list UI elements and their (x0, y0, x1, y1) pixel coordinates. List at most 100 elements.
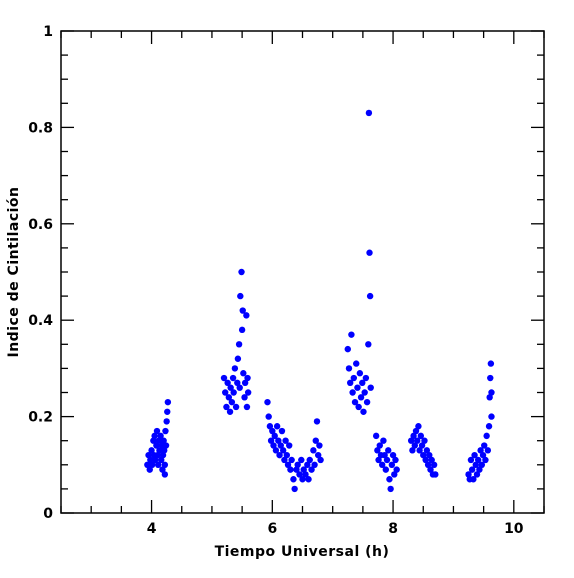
data-point (486, 394, 493, 401)
data-point (244, 389, 252, 396)
data-point (270, 442, 277, 449)
data-point (378, 461, 386, 468)
data-point (162, 427, 169, 435)
data-point (220, 374, 228, 382)
data-point (424, 461, 432, 468)
y-axis-label: Indice de Cintilación (6, 186, 22, 357)
data-point (278, 427, 286, 435)
data-point (476, 466, 483, 473)
data-point (155, 461, 162, 468)
data-point (467, 456, 475, 464)
data-point (386, 476, 393, 483)
data-point (159, 466, 166, 473)
data-point (392, 456, 399, 464)
data-point (314, 451, 322, 459)
data-point (284, 461, 292, 468)
data-point (345, 365, 353, 372)
data-point (230, 389, 237, 396)
data-point (366, 249, 373, 256)
data-point (306, 456, 313, 464)
data-point (470, 476, 477, 483)
data-point (357, 394, 365, 401)
data-point (293, 466, 300, 473)
data-point (300, 466, 307, 473)
data-point (351, 398, 359, 406)
data-point (471, 451, 478, 459)
data-point (354, 384, 361, 391)
data-point (411, 442, 418, 449)
data-point (244, 374, 251, 382)
data-point (282, 437, 289, 444)
data-point (349, 389, 356, 396)
data-point (287, 466, 294, 473)
data-point (164, 398, 172, 406)
data-point (468, 466, 476, 473)
data-point (163, 418, 170, 425)
data-point (231, 365, 239, 372)
data-point (224, 379, 231, 387)
data-point (346, 379, 354, 387)
data-point (161, 461, 169, 468)
data-point (487, 374, 494, 382)
data-point (241, 394, 248, 401)
data-point (428, 456, 435, 464)
data-point (235, 341, 243, 348)
data-point (304, 461, 311, 468)
data-point (484, 447, 492, 454)
data-point (430, 461, 438, 468)
data-point (412, 427, 420, 435)
data-point (360, 408, 367, 415)
data-point (238, 326, 246, 334)
data-point (393, 466, 400, 473)
data-point (145, 451, 152, 459)
data-point (164, 408, 171, 415)
data-point (477, 447, 484, 454)
data-point (232, 403, 240, 411)
tick-labels: 4 6 8 10 0 0.2 0.4 0.6 0.8 1 (28, 24, 524, 537)
data-point (154, 451, 161, 459)
data-point (294, 461, 301, 468)
data-point (312, 437, 319, 444)
data-point (417, 432, 425, 440)
data-point (227, 384, 234, 391)
data-point (482, 456, 489, 464)
x-tick-label: 8 (388, 521, 398, 537)
data-point (243, 403, 251, 411)
data-point (222, 389, 229, 396)
data-point (273, 423, 281, 430)
data-point (372, 432, 380, 440)
data-point (279, 447, 287, 454)
data-point (147, 456, 154, 464)
data-point (387, 485, 394, 493)
data-point (420, 451, 427, 459)
data-point (298, 456, 305, 464)
data-point (366, 292, 374, 300)
data-point (286, 442, 293, 449)
data-point (487, 360, 495, 367)
data-point (144, 461, 151, 468)
data-point (234, 355, 242, 362)
data-point (241, 379, 249, 387)
data-point (355, 403, 362, 411)
data-point (432, 471, 439, 478)
data-point (365, 109, 373, 117)
data-point (146, 466, 153, 473)
data-point (474, 456, 482, 464)
x-tick-label: 6 (267, 521, 277, 537)
data-point (161, 447, 168, 454)
data-point (148, 461, 156, 468)
data-point (488, 389, 495, 396)
data-point (478, 461, 486, 468)
x-axis-label: Tiempo Universal (h) (215, 544, 390, 560)
data-point (382, 466, 390, 473)
data-point (277, 442, 284, 449)
data-point (381, 451, 388, 459)
data-point (410, 432, 417, 440)
data-point (391, 471, 398, 478)
data-point (226, 408, 234, 415)
data-point (267, 437, 275, 444)
data-point (363, 398, 371, 406)
x-tick-label: 4 (147, 521, 157, 537)
y-tick-label: 0.4 (28, 313, 53, 329)
